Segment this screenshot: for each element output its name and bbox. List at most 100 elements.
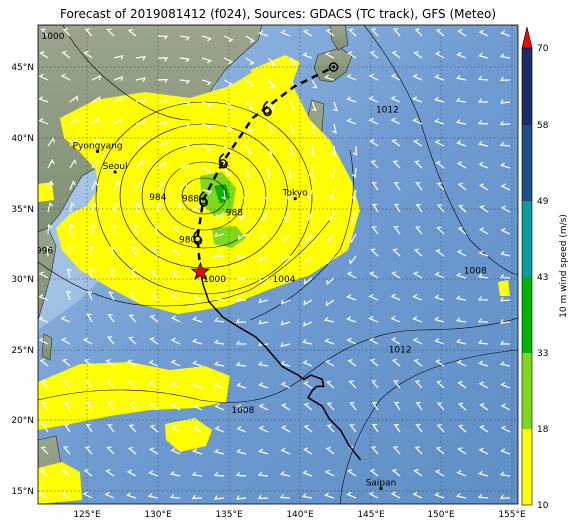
wind-barb: [171, 248, 181, 257]
forecast-end-dot: [332, 65, 336, 69]
north-wind-area: [250, 55, 300, 90]
city-layer: Pyongyang Seoul Tokyo Saipan: [73, 141, 396, 491]
wind-barb: [478, 470, 489, 477]
wind-barb: [478, 250, 489, 257]
wind-barb: [235, 297, 247, 302]
wind-barb: [281, 277, 291, 284]
city-label: Tokyo: [282, 189, 309, 199]
wind-barb: [148, 470, 159, 477]
wind-barb: [434, 294, 445, 301]
wind-barb: [263, 189, 269, 201]
wind-barb: [126, 359, 137, 367]
wind-barb: [456, 51, 467, 59]
wind-barb: [500, 382, 511, 389]
wind-barb: [131, 246, 137, 257]
wind-barb: [130, 269, 137, 279]
graticule: [38, 25, 518, 504]
wind-barb: [412, 337, 423, 345]
wind-barb: [38, 73, 49, 81]
wind-barb: [67, 268, 72, 279]
wind-barb: [368, 293, 379, 301]
colorbar-tick: 33: [537, 349, 548, 359]
wind-barb: [390, 315, 401, 323]
wind-barb: [153, 224, 159, 235]
wind-barb: [113, 159, 122, 169]
wind-barb: [301, 493, 313, 499]
wind-barb: [371, 182, 379, 191]
colorbar-tick: 18: [537, 425, 549, 435]
colorbar-tick: 10: [537, 501, 549, 511]
lon-tick: 145°E: [357, 510, 385, 520]
wind-barb: [288, 145, 294, 156]
wind-barb: [258, 277, 269, 283]
wind-barb: [303, 381, 313, 389]
wind-barb: [105, 469, 115, 477]
wind-barb: [392, 248, 401, 257]
wind-barb: [201, 101, 212, 108]
wind-barb: [371, 203, 379, 213]
wind-barb: [332, 123, 337, 134]
wind-barb: [434, 316, 445, 323]
city-label: Pyongyang: [73, 141, 123, 151]
wind-barb: [309, 145, 315, 156]
lat-tick: 45°N: [11, 63, 34, 73]
wind-barb: [180, 123, 191, 128]
wind-barb: [347, 358, 357, 367]
wind-barb: [192, 403, 203, 411]
wind-barb: [157, 180, 165, 191]
wind-barb: [479, 403, 489, 411]
wind-barb: [135, 160, 144, 169]
south-wind-patch-2: [38, 462, 82, 504]
wind-barb: [412, 96, 423, 103]
wind-barb: [128, 336, 137, 345]
wind-barb: [456, 272, 467, 279]
wind-barb: [157, 201, 162, 213]
wind-barb: [149, 402, 159, 411]
wind-barb: [107, 424, 115, 433]
wind-barb: [457, 182, 467, 191]
wind-barb: [157, 78, 169, 84]
lon-tick: 155°E: [498, 510, 526, 520]
lon-tick: 130°E: [144, 510, 172, 520]
wind-barb: [434, 118, 445, 125]
wind-barb: [82, 491, 93, 499]
wind-barb: [369, 358, 379, 367]
wind-barb: [415, 182, 423, 191]
wind-barb: [61, 468, 71, 477]
wind-barb: [477, 120, 489, 125]
wind-barb: [179, 164, 190, 170]
wind-barb: [324, 359, 335, 367]
wind-barb: [415, 424, 423, 433]
wind-barb: [457, 380, 467, 389]
wind-barb: [392, 160, 401, 169]
wind-barb: [326, 255, 335, 265]
wind-barb: [214, 232, 225, 238]
wind-barb: [327, 211, 335, 222]
wind-barb: [69, 116, 78, 125]
wind-barb: [349, 424, 357, 433]
wind-barb: [126, 469, 137, 477]
wind-barb: [500, 403, 511, 411]
wind-barb: [179, 144, 190, 149]
wind-barb: [170, 447, 181, 455]
lon-tick: 140°E: [286, 510, 314, 520]
wind-barb: [456, 161, 467, 169]
map-title: Forecast of 2019081412 (f024), Sources: …: [59, 7, 497, 21]
wind-barb: [235, 361, 247, 367]
wind-barb: [258, 382, 269, 389]
wind-barb: [393, 182, 401, 191]
observed-track-line: [199, 271, 362, 461]
wind-barb: [393, 423, 401, 433]
city-label: Seoul: [103, 162, 128, 172]
wind-barb: [414, 380, 423, 389]
wind-barb: [458, 204, 467, 213]
south-wind-band: [38, 362, 230, 430]
map-frame: [37, 24, 519, 505]
wind-barb: [170, 381, 181, 389]
wind-barb: [499, 120, 511, 126]
wind-barb: [149, 381, 159, 389]
wind-barb: [499, 141, 511, 147]
wind-barb: [393, 203, 401, 213]
wind-barb: [280, 342, 291, 348]
